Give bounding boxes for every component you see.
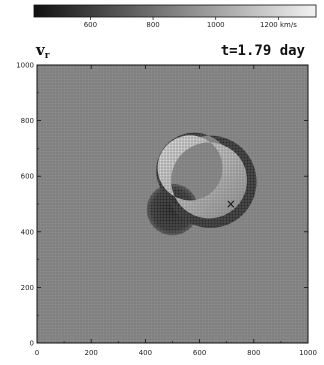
colorbar-tick-label: 1000 bbox=[207, 21, 225, 29]
grid-overlay bbox=[37, 65, 308, 343]
variable-label: vr bbox=[35, 41, 50, 61]
colorbar-gradient bbox=[33, 4, 317, 18]
x-marker: × bbox=[226, 197, 236, 211]
x-tick-label: 1000 bbox=[299, 349, 317, 357]
y-tick-label: 200 bbox=[21, 284, 34, 292]
plot-header: vr t=1.79 day bbox=[35, 41, 306, 61]
x-tick-label: 400 bbox=[139, 349, 152, 357]
plot-area: × bbox=[36, 64, 309, 344]
x-tick-label: 200 bbox=[85, 349, 98, 357]
variable-subscript: r bbox=[45, 51, 50, 61]
x-tick-label: 600 bbox=[193, 349, 206, 357]
y-tick-label: 0 bbox=[30, 340, 34, 348]
y-tick-label: 600 bbox=[21, 173, 34, 181]
y-axis: 0 200 400 600 800 1000 bbox=[16, 62, 308, 348]
y-tick-label: 800 bbox=[21, 117, 34, 125]
x-tick-label: 800 bbox=[247, 349, 260, 357]
colorbar-tick-label: 1200 km/s bbox=[260, 21, 297, 29]
time-label: t=1.79 day bbox=[221, 43, 306, 59]
y-tick-label: 400 bbox=[21, 228, 34, 236]
colorbar-tick-label: 800 bbox=[146, 21, 159, 29]
colorbar: 600 800 1000 1200 km/s bbox=[33, 4, 317, 29]
colorbar-tick-label: 600 bbox=[84, 21, 97, 29]
y-tick-label: 1000 bbox=[16, 62, 34, 70]
x-axis: 0 200 400 600 800 1000 bbox=[35, 65, 317, 357]
x-tick-label: 0 bbox=[35, 349, 39, 357]
colorbar-ticks: 600 800 1000 1200 km/s bbox=[84, 17, 297, 29]
